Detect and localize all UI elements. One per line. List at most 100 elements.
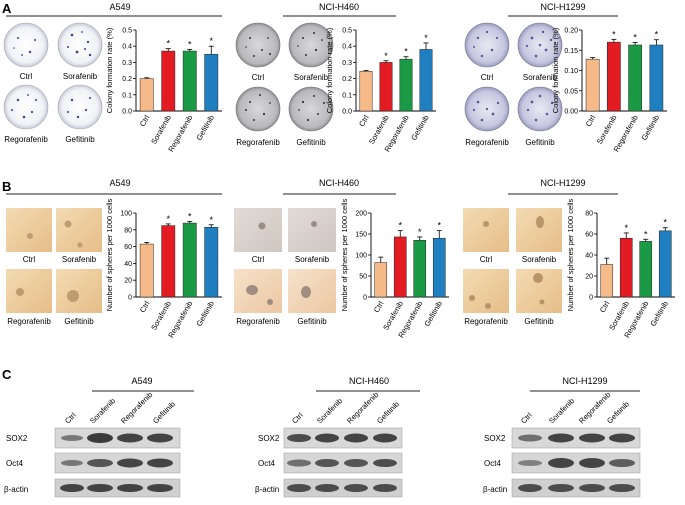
photo-label: Gefitinib [297,317,327,326]
protein-label: β-actin [483,485,507,494]
x-tick-label: Gefitinib [648,300,670,328]
sphere-photo [56,269,102,313]
y-tick-label: 0 [589,295,593,302]
panel-letter: B [2,179,11,194]
a549-colony-plates: Ctrl Sorafenib Regorafenib Gefitinib [3,22,103,144]
blot-strip-sox2 [511,427,641,449]
panel-letter: C [2,367,12,382]
significance-mark: * [188,39,192,49]
y-tick-label: 20 [585,274,593,281]
blot-bands [518,433,635,492]
plate-label: Sorafenib [523,73,558,82]
bar [600,264,614,298]
group-title: NCI-H1299 [540,2,585,12]
plate-label: Gefitinib [296,138,326,147]
h460-blots [283,427,403,498]
protein-label: SOX2 [6,434,28,443]
y-tick-label: 0.1 [342,92,352,99]
lane-label: Sorafenib [88,396,117,425]
significance-mark: * [166,39,170,49]
protein-label: Oct4 [484,459,501,468]
sphere-blobs [246,221,317,305]
y-axis-label: Colony formation rate (%) [105,27,114,113]
plate-label: Sorafenib [294,73,329,82]
sphere-blobs [16,220,83,302]
blot-group-title: A549 [131,376,152,386]
group-title: A549 [109,178,130,188]
group-title-h1299-b: NCI-H1299 [508,178,618,195]
y-tick-label: 150 [355,232,367,239]
lane-label: Ctrl [63,411,78,426]
y-axis-label: Number of spheres per 1000 cells [105,198,114,311]
significance-mark: * [209,215,213,225]
x-tick-label: Sorafenib [595,114,619,146]
h1299-colony-plates: Ctrl Sorafenib Regorafenib Gefitinib [464,22,563,147]
group-title: A549 [109,2,130,12]
colony-plate [57,84,103,130]
x-tick-label: Gefitinib [194,114,216,142]
protein-label: Oct4 [258,459,275,468]
bar-chart: 0 20 40 60 80 Number of spheres per 1000 cell… [566,198,675,339]
bar [639,241,653,298]
colony-plate [3,84,49,130]
bar [585,58,600,112]
y-tick-label: 0.10 [564,68,578,75]
significance-mark: * [188,211,192,221]
sphere-photo [288,208,336,252]
y-tick-label: 40 [585,253,593,260]
bar [399,58,413,112]
protein-label: SOX2 [484,434,506,443]
significance-mark: * [166,214,170,224]
colony-plate [288,22,334,68]
sphere-photo [6,269,52,313]
y-axis-label: Colony formation rate (%) [551,27,560,113]
colony-plate [517,86,563,132]
protein-label: SOX2 [258,434,280,443]
bar [182,222,197,298]
colony-plate [235,86,281,132]
y-axis-label: Number of spheres per 1000 cells [340,198,349,311]
colony-dots [245,32,325,122]
y-tick-label: 80 [124,227,132,234]
y-tick-label: 0.2 [122,76,132,83]
bar-chart: 0.00 0.05 0.10 0.15 0.20 Colony formation rat… [551,27,667,153]
group-title: NCI-H1299 [540,178,585,188]
significance-mark: * [644,229,648,239]
colony-dots [11,31,92,119]
group-title-h460-b: NCI-H460 [283,178,396,195]
h460-lane-labels: Ctrl Sorafenib Regorafenib Gefitinib [290,390,401,425]
bar-charts: 0.0 0.1 0.2 0.3 0.4 0.5 Colony formation rate … [105,27,675,339]
x-tick-label: Gefitinib [640,114,662,142]
sphere-photo [234,208,282,252]
x-tick-label: Ctrl [357,113,371,128]
y-tick-label: 0.5 [122,28,132,35]
bar [161,50,176,112]
h460-sphere-photos: Ctrl Sorafenib Regorafenib Gefitinib [234,208,336,326]
bar [359,71,373,112]
plate-label: Regorafenib [4,135,48,144]
x-tick-label: Ctrl [584,113,598,128]
significance-mark: * [209,36,213,46]
plate-label: Ctrl [252,73,265,82]
photo-label: Sorafenib [295,255,330,264]
bar [204,54,219,112]
sphere-photo [6,208,52,252]
significance-mark: * [398,221,402,231]
group-title: NCI-H460 [319,2,359,12]
y-tick-label: 50 [359,274,367,281]
group-title-a549-a: A549 [6,2,222,17]
bar [619,237,633,298]
sphere-blobs [469,216,545,309]
y-tick-label: 0.15 [564,48,578,55]
a549-blots [54,427,181,498]
group-title-a549-b: A549 [6,178,222,195]
y-tick-label: 40 [124,261,132,268]
blot-strip-oct4 [283,452,403,474]
x-tick-label: Sorafenib [149,300,173,332]
y-tick-label: 0.00 [564,109,578,116]
plate-label: Ctrl [481,73,494,82]
sphere-photo [463,208,509,252]
y-tick-label: 0.4 [342,44,352,51]
